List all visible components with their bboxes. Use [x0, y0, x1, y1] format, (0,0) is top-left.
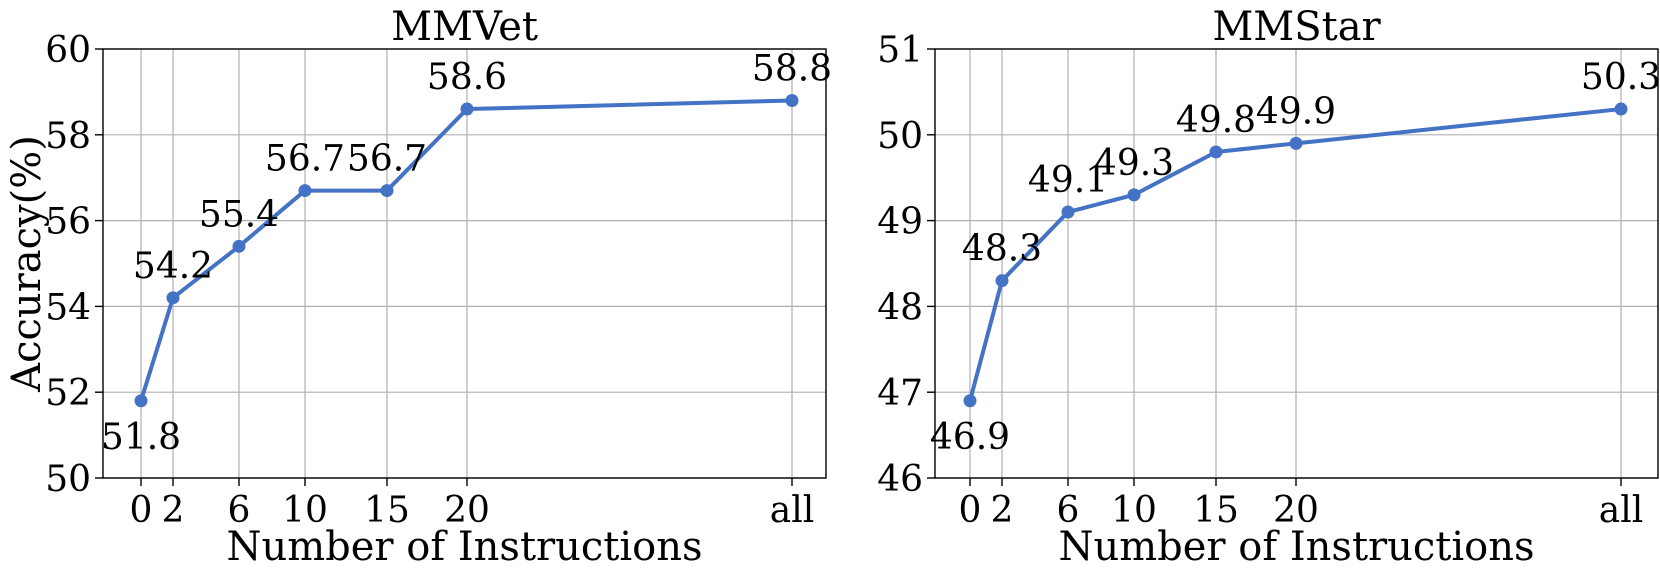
- data-point: [1289, 136, 1303, 150]
- y-tick-label: 50: [877, 116, 923, 157]
- y-tick-label: 56: [45, 202, 91, 243]
- data-label: 58.8: [752, 48, 832, 89]
- data-point: [460, 102, 474, 116]
- data-label: 50.3: [1581, 57, 1660, 98]
- x-tick-label: 10: [282, 490, 328, 531]
- x-tick-label: 0: [130, 490, 153, 531]
- y-tick-label: 48: [877, 287, 923, 328]
- y-tick-label: 49: [877, 202, 923, 243]
- data-point: [1127, 188, 1141, 202]
- y-tick-label: 46: [877, 459, 923, 500]
- y-tick-label: 60: [45, 30, 91, 71]
- x-tick-label: 15: [1193, 490, 1239, 531]
- data-label: 55.4: [199, 194, 279, 235]
- chart-title: MMVet: [391, 4, 538, 50]
- data-label: 46.9: [930, 417, 1010, 458]
- y-tick-label: 58: [45, 116, 91, 157]
- data-point: [166, 291, 180, 305]
- y-tick-label: 52: [45, 373, 91, 414]
- mmstar-panel: 46 47 48 49 50 51 0 2 6 10 15 20 all MMStar Number of …: [877, 4, 1660, 570]
- x-tick-label: 15: [364, 490, 410, 531]
- data-label: 49.8: [1176, 100, 1256, 141]
- data-label: 49.1: [1028, 160, 1108, 201]
- y-tick-label: 47: [877, 373, 923, 414]
- y-axis-label: Accuracy(%): [4, 135, 50, 393]
- x-tick-label: 2: [162, 490, 185, 531]
- data-point: [134, 394, 148, 408]
- x-tick-label: 6: [1057, 490, 1080, 531]
- plot-frame: [102, 48, 827, 479]
- data-label: 54.2: [133, 246, 213, 287]
- x-tick-label: all: [1599, 490, 1644, 531]
- x-axis-label: Number of Instructions: [226, 524, 702, 570]
- x-tick-label: 20: [1273, 490, 1319, 531]
- x-tick-label: 20: [444, 490, 490, 531]
- chart-title: MMStar: [1212, 4, 1381, 50]
- data-point: [785, 93, 799, 107]
- data-point: [232, 239, 246, 253]
- data-label: 51.8: [101, 417, 181, 458]
- data-point: [995, 274, 1009, 288]
- data-point: [1061, 205, 1075, 219]
- x-tick-label: 6: [228, 490, 251, 531]
- data-point: [963, 394, 977, 408]
- data-label: 48.3: [962, 229, 1042, 270]
- data-label: 49.3: [1094, 143, 1174, 184]
- data-label: 56.7: [347, 139, 427, 180]
- data-point: [1614, 102, 1628, 116]
- x-tick-label: 10: [1111, 490, 1157, 531]
- data-point: [298, 184, 312, 198]
- mmvet-panel: 50 52 54 56 58 60 0 2 6 10 15 20 all MMVet Number of I…: [4, 4, 832, 570]
- data-point: [380, 184, 394, 198]
- data-label: 56.7: [265, 139, 345, 180]
- x-axis-label: Number of Instructions: [1058, 524, 1534, 570]
- x-tick-label: all: [770, 490, 815, 531]
- x-tick-label: 0: [959, 490, 982, 531]
- y-tick-label: 51: [877, 30, 923, 71]
- data-label: 49.9: [1256, 91, 1336, 132]
- y-tick-label: 54: [45, 287, 91, 328]
- y-tick-label: 50: [45, 459, 91, 500]
- x-tick-label: 2: [991, 490, 1014, 531]
- data-point: [1209, 145, 1223, 159]
- data-label: 58.6: [427, 57, 507, 98]
